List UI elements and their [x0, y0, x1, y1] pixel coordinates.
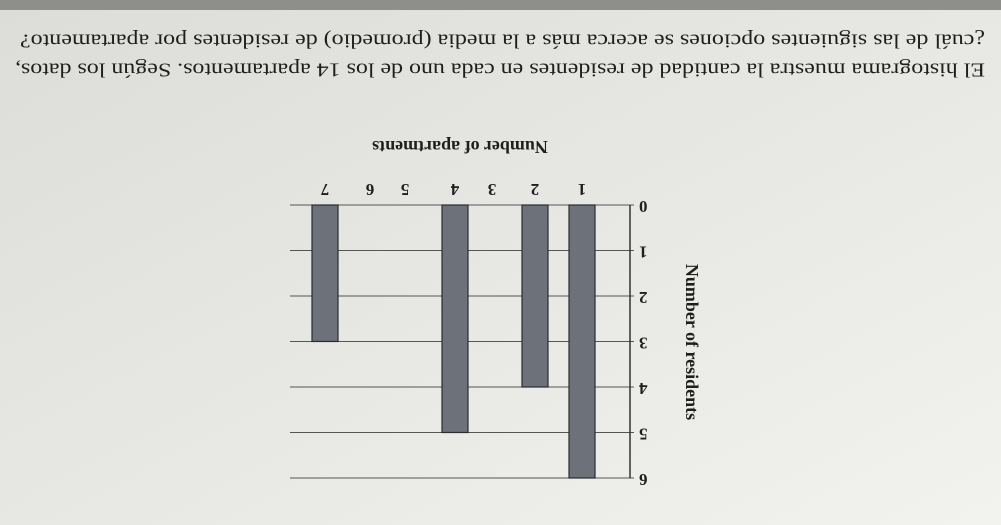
y-axis-label: Number of residents [682, 264, 702, 420]
x-tick-label: 6 [366, 180, 375, 199]
bar [568, 204, 596, 479]
y-tick-label: 0 [639, 197, 648, 216]
bar [441, 204, 469, 434]
y-tick-label: 2 [639, 288, 648, 307]
question-line: El histograma muestra la cantidad de res… [15, 58, 985, 80]
bar [311, 204, 339, 343]
x-tick-label: 4 [450, 180, 459, 199]
x-tick-label: 7 [320, 180, 329, 199]
question-line: ¿cuál de las siguientes opciones se acer… [20, 29, 985, 51]
y-tick-label: 1 [639, 243, 648, 262]
y-tick-label: 3 [639, 334, 648, 353]
bar [521, 204, 549, 388]
x-axis-label: Number of apartments [372, 137, 548, 157]
edge-shadow [0, 0, 1001, 10]
x-tick-label: 1 [578, 180, 587, 199]
y-tick-label: 6 [639, 470, 648, 489]
x-tick-label: 2 [531, 180, 540, 199]
y-tick-label: 5 [639, 425, 648, 444]
x-tick-label: 5 [401, 180, 410, 199]
x-tick-label: 3 [488, 180, 497, 199]
y-tick-label: 4 [639, 379, 648, 398]
